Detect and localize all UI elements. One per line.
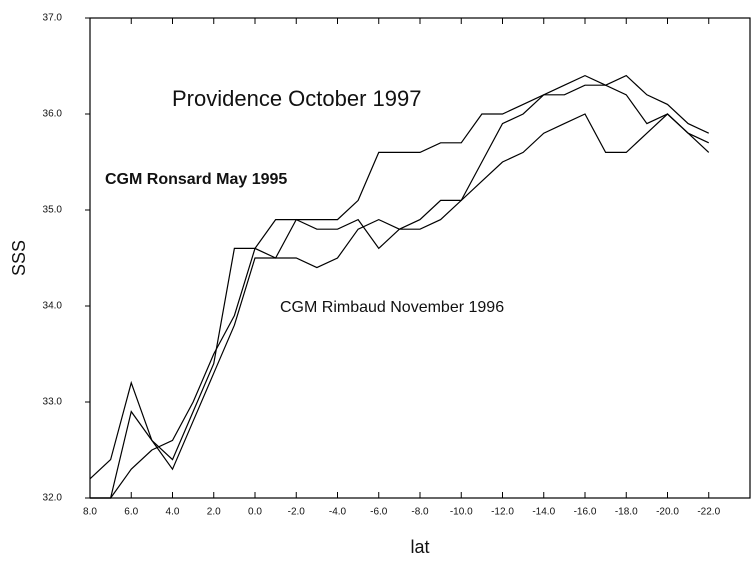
series-line (90, 113, 710, 499)
y-tick-label: 33.0 (43, 397, 63, 408)
x-tick-label: 0.0 (248, 507, 262, 518)
x-tick-label: -2.0 (288, 507, 306, 518)
x-tick-label: -20.0 (656, 507, 679, 518)
series-line (89, 84, 710, 480)
x-tick-label: 6.0 (124, 507, 138, 518)
x-tick-label: 8.0 (83, 507, 97, 518)
y-tick-label: 32.0 (43, 493, 63, 504)
x-axis-label: lat (410, 537, 429, 557)
y-tick-label: 34.0 (43, 301, 63, 312)
x-tick-label: -14.0 (532, 507, 555, 518)
y-tick-label: 37.0 (43, 13, 63, 24)
x-tick-label: -22.0 (697, 507, 720, 518)
y-tick-label: 36.0 (43, 109, 63, 120)
x-tick-label: -8.0 (411, 507, 429, 518)
x-tick-label: 2.0 (207, 507, 221, 518)
annotation: CGM Rimbaud November 1996 (280, 299, 504, 316)
annotation: Providence October 1997 (172, 86, 422, 111)
x-tick-label: -18.0 (615, 507, 638, 518)
x-tick-label: -4.0 (329, 507, 347, 518)
annotation: CGM Ronsard May 1995 (105, 171, 287, 188)
x-tick-label: -16.0 (574, 507, 597, 518)
y-axis-label: SSS (9, 240, 29, 276)
x-tick-label: 4.0 (166, 507, 180, 518)
x-tick-label: -12.0 (491, 507, 514, 518)
x-tick-label: -6.0 (370, 507, 388, 518)
x-tick-label: -10.0 (450, 507, 473, 518)
y-tick-label: 35.0 (43, 205, 63, 216)
